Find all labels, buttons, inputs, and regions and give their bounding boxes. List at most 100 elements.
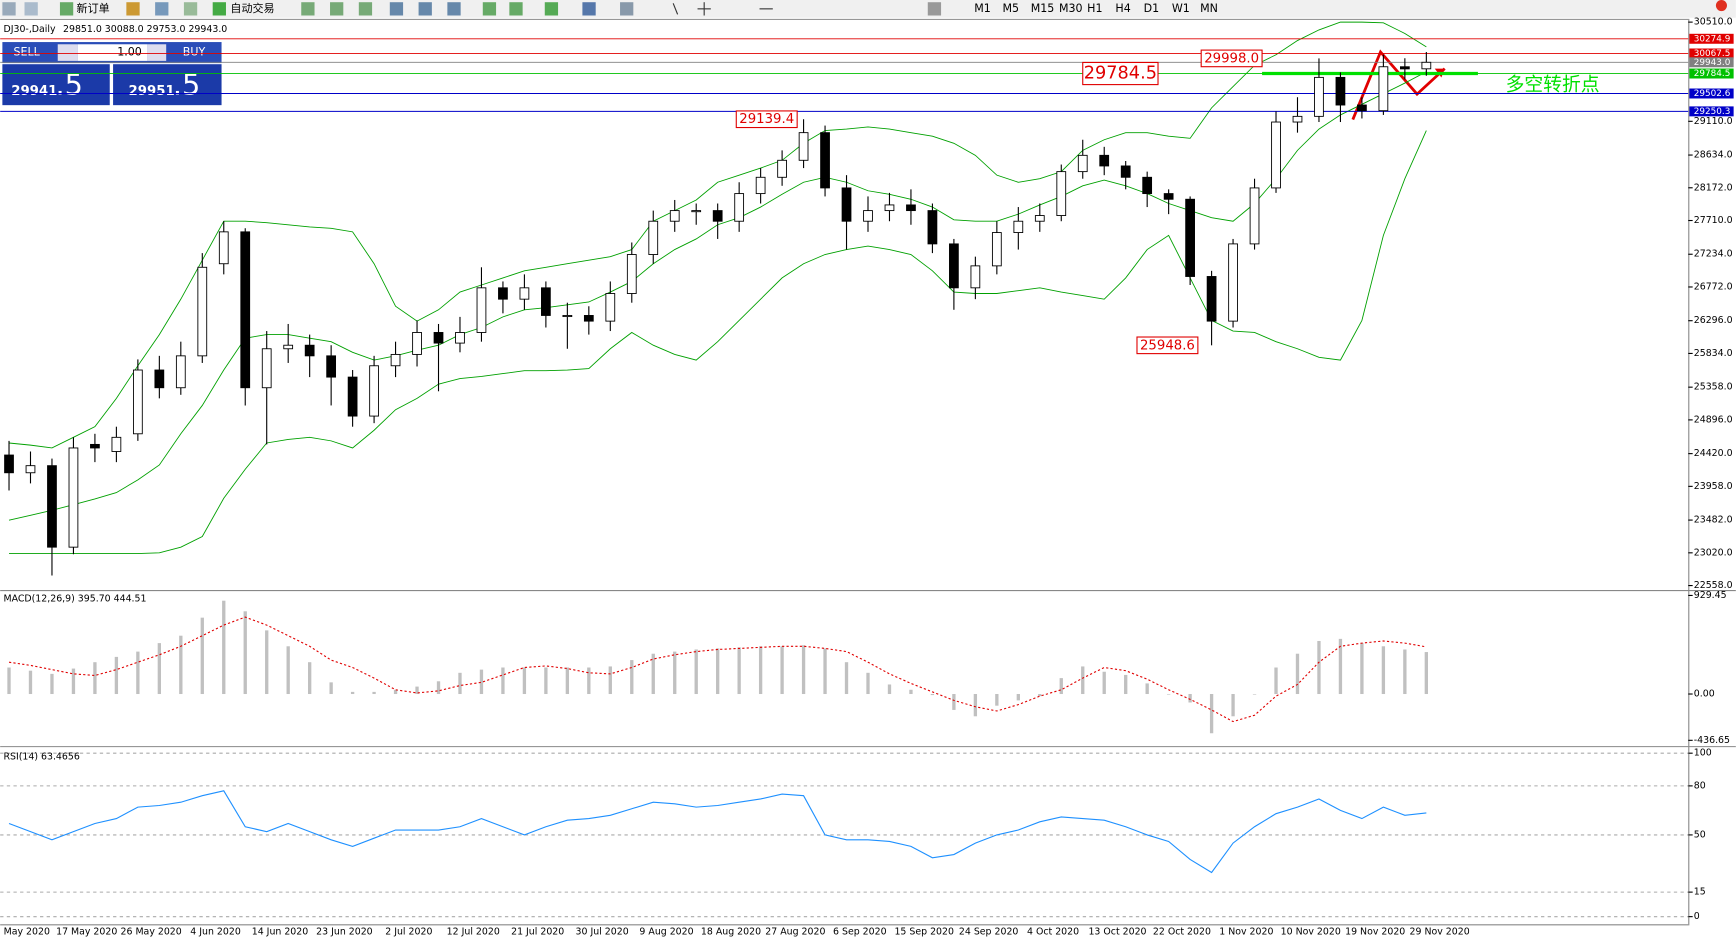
candle-body [197,266,208,357]
cursor-icon[interactable] [672,3,679,15]
candle-body [949,243,959,289]
icon[interactable] [155,2,169,16]
macd-bar [1295,653,1300,695]
y-tick-label: 22558.0 [1694,580,1733,591]
icon[interactable] [482,2,497,16]
macd-bar [1317,640,1321,695]
icon[interactable] [544,2,559,16]
y-tick-label: 0 [1694,911,1700,922]
macd-bar [608,666,612,695]
candle-body [369,365,379,417]
x-tick-label: 23 Jun 2020 [316,927,373,938]
timeframe[interactable]: D1 [1144,2,1160,15]
sell-button[interactable]: SELL [13,46,40,59]
macd-bar [308,662,312,695]
timeframe[interactable]: M15 [1031,2,1055,15]
candle-body [1421,61,1432,70]
timeframe[interactable]: M5 [1002,2,1019,15]
y-tick-label: 30510.0 [1694,17,1733,28]
timeframe[interactable]: H1 [1087,2,1102,15]
new-order[interactable]: 新订单 [77,1,110,15]
macd-bar [350,691,355,695]
new-order-icon[interactable] [59,2,74,16]
macd-bar [50,673,54,695]
icon[interactable] [330,2,344,16]
annotation-box [1136,336,1199,355]
sell-fraction[interactable]: .5 [56,67,83,101]
timeframe[interactable]: M1 [974,2,991,15]
macd-bar [995,694,999,706]
y-tick-label: 26296.0 [1694,315,1733,326]
icon[interactable] [389,2,404,16]
y-tick-label: 929.45 [1694,590,1727,601]
lot-up[interactable] [147,44,167,61]
timeframe[interactable]: MN [1200,2,1218,15]
icon[interactable] [358,2,373,16]
candle-body [541,287,551,316]
candle-body [648,220,659,255]
macd-bar [501,667,505,695]
lot[interactable]: 1.00 [117,46,142,59]
macd-bar [694,649,698,695]
icon[interactable] [2,2,16,16]
candle-body [927,210,938,245]
macd-bar [522,667,527,695]
candle-body [218,231,229,265]
macd-bar [71,668,76,695]
candle-body [68,447,79,548]
macd-signal [8,616,1427,723]
candle-body [132,369,143,435]
macd-bar [1209,694,1214,734]
buy-box[interactable] [113,64,222,106]
timeframe[interactable]: H4 [1115,2,1130,15]
one-click-panel: SELL 1.00 BUY 29941 .5 29951 .5 [2,42,222,106]
macd-bar [415,686,419,695]
macd-bar [28,670,33,695]
sell-box[interactable] [2,64,110,106]
candle-body [562,315,573,318]
auto-trading-icon[interactable] [212,2,226,16]
macd-bar [372,691,376,695]
sell-price[interactable]: 29941 [11,84,57,99]
macd-bar [1360,643,1364,695]
price-level-label: 30274.9 [1694,34,1731,44]
icon[interactable] [183,2,198,16]
candle-body [175,355,186,389]
alert-icon[interactable] [1715,0,1727,12]
price-level-label: 29250.3 [1694,107,1731,117]
icon[interactable] [126,2,140,16]
y-tick-label: 27710.0 [1694,215,1733,226]
icon[interactable] [301,2,315,16]
macd-bar [286,646,290,695]
lot-field[interactable] [77,44,148,61]
timeframe[interactable]: M30 [1059,2,1083,15]
auto-trading[interactable]: 自动交易 [230,1,274,15]
icon[interactable] [927,2,942,16]
candle-body [1292,115,1303,123]
icon[interactable] [620,2,634,16]
annotation-box [735,110,798,129]
y-tick-label: 26772.0 [1694,281,1733,292]
icon[interactable] [24,2,38,16]
buy-button[interactable]: BUY [183,46,206,59]
candle-body [519,287,530,300]
timeframe[interactable]: W1 [1172,2,1190,15]
y-tick-label: 23020.0 [1694,547,1733,558]
price-level-label: 30067.5 [1694,49,1731,59]
candle-body [669,210,680,222]
icon[interactable] [509,2,523,16]
candle-body [777,159,787,178]
macd-bar [1381,646,1386,695]
lot-down[interactable] [57,44,78,61]
buy-fraction[interactable]: .5 [173,67,200,101]
symbol: DJ30-,Daily [3,23,56,34]
macd-bar [1038,694,1042,697]
icon[interactable] [447,2,461,16]
macd-bar [243,611,247,695]
toolbar-bg [0,0,1736,18]
macd-bar [265,630,269,695]
icon[interactable] [418,2,432,16]
buy-price[interactable]: 29951 [129,84,175,99]
candle-body [498,287,508,300]
icon[interactable] [582,2,596,16]
